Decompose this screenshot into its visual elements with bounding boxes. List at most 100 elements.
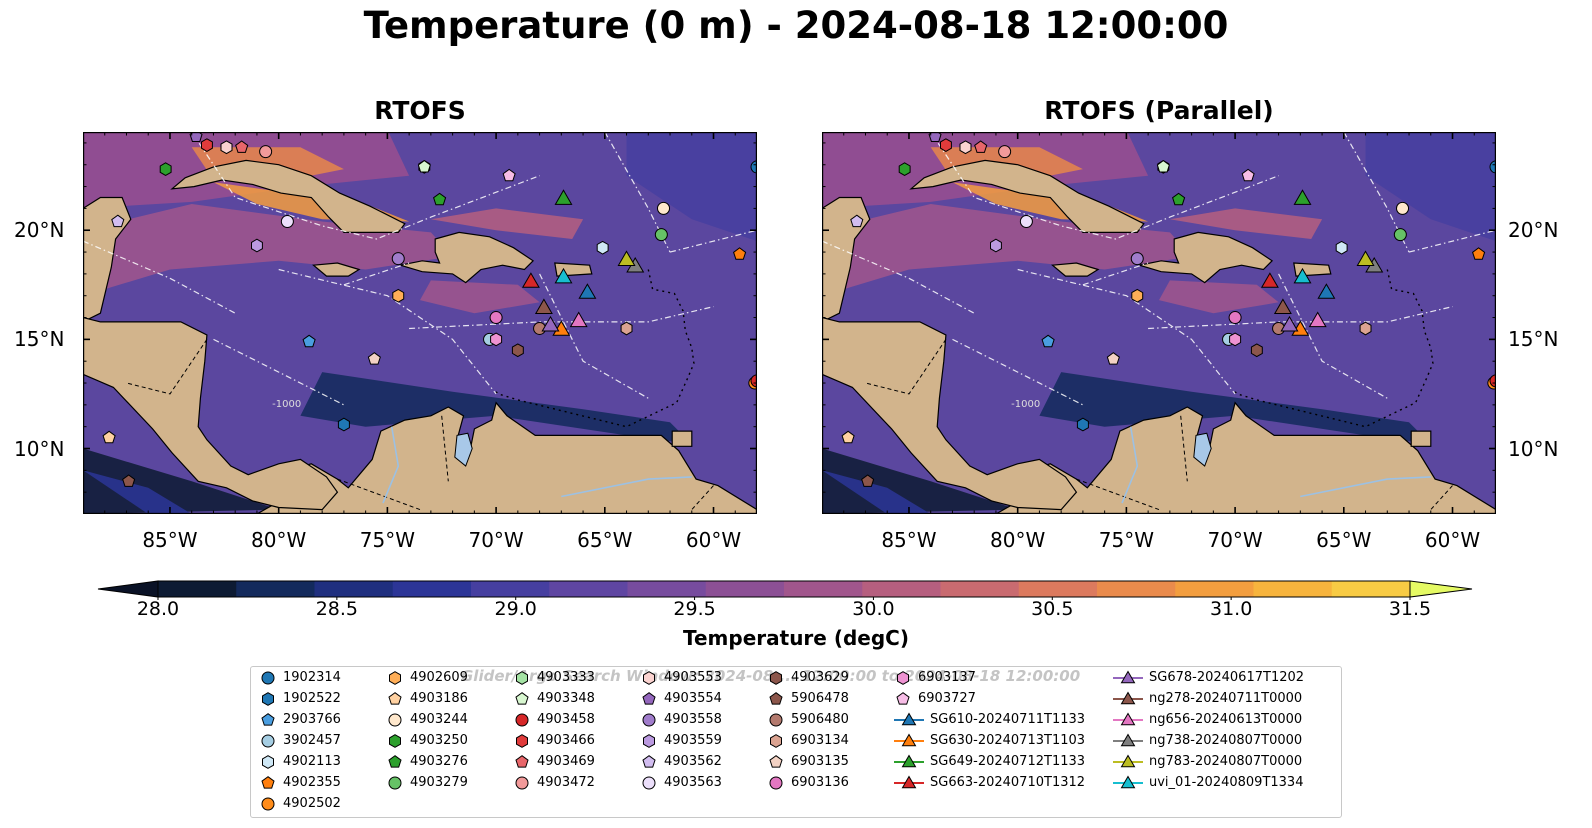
glider-SG610-20240711T1133-marker[interactable]: [1317, 283, 1336, 299]
legend-item[interactable]: 4903276: [386, 751, 468, 772]
legend-item[interactable]: 4903558: [640, 709, 722, 730]
legend-float-symbol[interactable]: [897, 670, 909, 685]
legend-float-symbol[interactable]: [642, 713, 656, 726]
glider-SG663-20240710T1312-marker[interactable]: [1260, 272, 1279, 288]
legend-float-symbol[interactable]: [389, 733, 401, 748]
legend-float-symbol[interactable]: [643, 670, 655, 685]
float-4902355-marker[interactable]: [733, 247, 747, 260]
legend-item[interactable]: 4903244: [386, 709, 468, 730]
legend-item[interactable]: uvi_01-20240809T1334: [1113, 772, 1304, 793]
legend-float-symbol[interactable]: [515, 776, 529, 789]
legend-float-symbol[interactable]: [770, 733, 782, 748]
legend-float-symbol[interactable]: [896, 691, 910, 705]
float-4903469-marker[interactable]: [235, 140, 249, 153]
glider-SG678-20240617T1202-marker[interactable]: [541, 315, 560, 332]
legend-float-symbol[interactable]: [388, 691, 402, 705]
legend-item[interactable]: ng783-20240807T0000: [1113, 751, 1304, 772]
float-4903563-marker[interactable]: [280, 214, 294, 228]
legend-item[interactable]: 4903563: [640, 772, 722, 793]
legend-item[interactable]: 4903333: [513, 667, 595, 688]
float-6903135-marker[interactable]: [1106, 352, 1120, 365]
float-4903186-marker[interactable]: [102, 430, 116, 444]
float-6903136-marker[interactable]: [489, 311, 503, 325]
legend-float-symbol[interactable]: [261, 797, 275, 810]
legend-item[interactable]: SG649-20240712T1133: [894, 751, 1085, 772]
float-4903279-marker[interactable]: [1393, 228, 1407, 242]
legend-float-symbol[interactable]: [388, 776, 402, 789]
float-2903766-marker[interactable]: [302, 334, 316, 348]
glider-SG610-20240711T1133-marker[interactable]: [578, 283, 597, 299]
legend-float-symbol[interactable]: [642, 691, 656, 705]
legend-float-symbol[interactable]: [262, 754, 274, 769]
legend-float-symbol[interactable]: [515, 713, 529, 726]
float-6903136-marker[interactable]: [1228, 311, 1242, 325]
legend-item[interactable]: ng278-20240711T0000: [1113, 688, 1304, 709]
legend-float-symbol[interactable]: [769, 754, 783, 768]
map-panel-rtofs-parallel[interactable]: -1000: [822, 132, 1496, 514]
legend-float-symbol[interactable]: [261, 775, 275, 789]
legend-float-symbol[interactable]: [388, 713, 402, 726]
float-4903244-marker[interactable]: [1396, 201, 1410, 215]
float-4903562-marker[interactable]: [111, 214, 125, 228]
legend-glider-symbol[interactable]: [901, 733, 917, 746]
glider-SG649-20240712T1133-marker[interactable]: [554, 189, 573, 205]
float-4903554-marker[interactable]: [928, 132, 942, 142]
legend-item[interactable]: 4903279: [386, 772, 468, 793]
legend-float-symbol[interactable]: [388, 754, 402, 768]
float-6903727-marker[interactable]: [502, 168, 516, 182]
float-4903348-marker[interactable]: [417, 159, 431, 173]
legend-item[interactable]: 2903766: [259, 709, 341, 730]
legend-item[interactable]: 4903553: [640, 667, 722, 688]
float-4903458-marker[interactable]: [1489, 374, 1496, 388]
float-6903727-marker[interactable]: [1241, 168, 1255, 182]
float-2903766-marker[interactable]: [1041, 334, 1055, 348]
legend-float-symbol[interactable]: [515, 691, 529, 705]
float-4903276-marker[interactable]: [1172, 192, 1186, 206]
glider-SG678-20240617T1202-marker[interactable]: [1280, 315, 1299, 332]
float-4902609-marker[interactable]: [1131, 288, 1144, 303]
float-4903472-marker[interactable]: [998, 145, 1012, 159]
legend-item[interactable]: 6903135: [767, 751, 849, 772]
glider-ng278-20240711T0000-marker[interactable]: [1273, 298, 1292, 314]
glider-ng783-20240807T0000-marker[interactable]: [617, 250, 636, 266]
float-4903466-marker[interactable]: [201, 138, 213, 152]
float-4903553-marker[interactable]: [959, 140, 972, 155]
legend-item[interactable]: 4902113: [259, 751, 341, 772]
legend-item[interactable]: ng738-20240807T0000: [1113, 730, 1304, 751]
legend-float-symbol[interactable]: [261, 671, 275, 684]
float-1902522-marker[interactable]: [337, 417, 350, 432]
float-4903466-marker[interactable]: [940, 138, 952, 152]
legend-item[interactable]: 6903134: [767, 730, 849, 751]
legend-item[interactable]: SG610-20240711T1133: [894, 709, 1085, 730]
legend-item[interactable]: 1902314: [259, 667, 341, 688]
legend-float-symbol[interactable]: [770, 670, 782, 685]
legend-item[interactable]: 5906480: [767, 709, 849, 730]
legend-float-symbol[interactable]: [642, 776, 656, 789]
glider-ng278-20240711T0000-marker[interactable]: [534, 298, 553, 314]
legend-item[interactable]: SG630-20240713T1103: [894, 730, 1085, 751]
float-4902113-marker[interactable]: [596, 240, 609, 255]
legend-item[interactable]: 6903727: [894, 688, 1085, 709]
legend-item[interactable]: 4903554: [640, 688, 722, 709]
legend-item[interactable]: 4902355: [259, 772, 341, 793]
float-4903558-marker[interactable]: [1130, 252, 1144, 266]
legend-item[interactable]: 4903466: [513, 730, 595, 751]
legend-item[interactable]: 4902502: [259, 793, 341, 814]
legend-glider-symbol[interactable]: [1120, 691, 1136, 704]
float-4903472-marker[interactable]: [259, 145, 273, 159]
legend-glider-symbol[interactable]: [901, 775, 917, 788]
legend-glider-symbol[interactable]: [1120, 733, 1136, 746]
legend-glider-symbol[interactable]: [1120, 754, 1136, 767]
legend-item[interactable]: 1902522: [259, 688, 341, 709]
legend-item[interactable]: 4902609: [386, 667, 468, 688]
float-1902522-marker[interactable]: [1076, 417, 1089, 432]
legend-float-symbol[interactable]: [769, 691, 783, 705]
glider-SG649-20240712T1133-marker[interactable]: [1293, 189, 1312, 205]
legend-glider-symbol[interactable]: [901, 712, 917, 725]
legend-glider-symbol[interactable]: [1120, 670, 1136, 683]
float-4903559-marker[interactable]: [990, 238, 1002, 253]
float-4903563-marker[interactable]: [1019, 214, 1033, 228]
legend-glider-symbol[interactable]: [1120, 712, 1136, 725]
legend-item[interactable]: 4903348: [513, 688, 595, 709]
legend-float-symbol[interactable]: [642, 754, 656, 768]
